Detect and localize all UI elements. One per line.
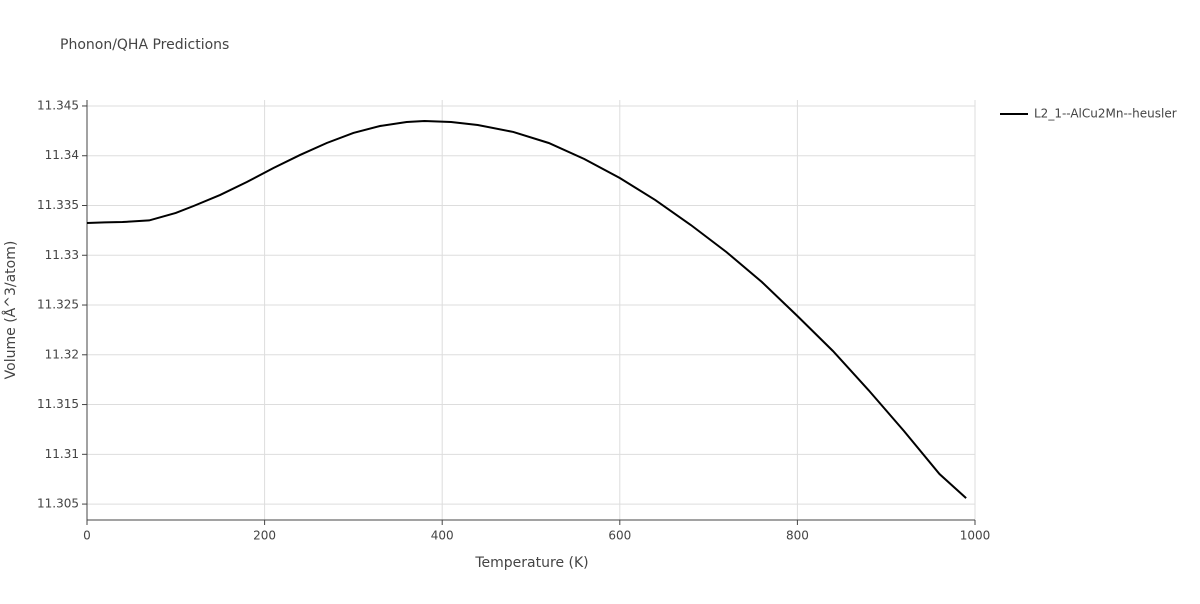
- y-tick-label: 11.33: [45, 248, 79, 262]
- x-tick-label: 0: [83, 529, 91, 543]
- x-tick-label: 400: [431, 529, 454, 543]
- y-tick-label: 11.325: [37, 298, 79, 312]
- x-tick-label: 600: [608, 529, 631, 543]
- y-tick-label: 11.31: [45, 447, 79, 461]
- y-tick-label: 11.34: [45, 148, 79, 162]
- legend-label: L2_1--AlCu2Mn--heusler: [1034, 107, 1177, 121]
- x-tick-label: 1000: [960, 529, 991, 543]
- y-tick-label: 11.305: [37, 497, 79, 511]
- chart-title: Phonon/QHA Predictions: [60, 37, 229, 53]
- line-series: [86, 119, 967, 499]
- x-axis-title: Temperature (K): [474, 555, 588, 571]
- y-tick-label: 11.315: [37, 397, 79, 411]
- y-tick-label: 11.32: [45, 347, 79, 361]
- y-tick-label: 11.345: [37, 98, 79, 112]
- x-tick-label: 800: [786, 529, 809, 543]
- y-axis-title: Volume (Å^3/atom): [2, 241, 19, 380]
- x-tick-label: 200: [253, 529, 276, 543]
- y-tick-label: 11.335: [37, 198, 79, 212]
